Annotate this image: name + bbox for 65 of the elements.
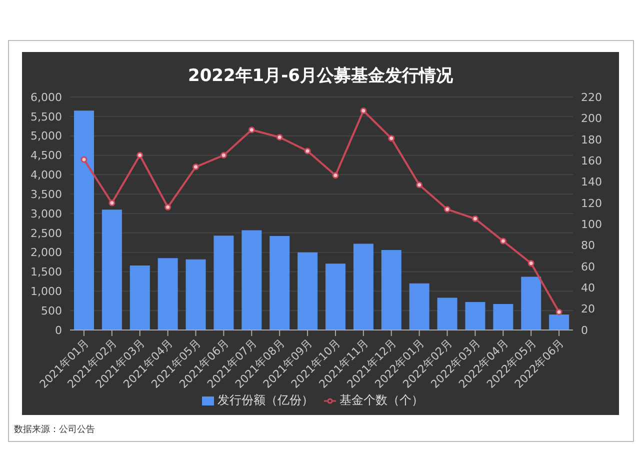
y-tick-label: 1,500 (30, 266, 62, 279)
chart-title: 2022年1月-6月公募基金发行情况 (186, 65, 454, 87)
bar (298, 252, 318, 330)
y2-tick-label: 80 (581, 239, 595, 252)
y2-tick-label: 0 (581, 324, 588, 337)
point (528, 260, 534, 267)
y2-tick-label: 120 (581, 196, 602, 210)
y2-tick-label: 20 (581, 302, 595, 316)
point (248, 126, 255, 134)
bar (353, 244, 374, 330)
y-tick-label: 500 (41, 304, 62, 318)
y2-tick-label: 60 (581, 260, 595, 274)
y2-tick-label: 200 (581, 112, 602, 126)
point (556, 308, 562, 316)
y-tick-label: 5,500 (30, 110, 62, 124)
bar (130, 266, 150, 330)
point (304, 148, 311, 154)
bar (186, 259, 206, 330)
point (136, 152, 144, 158)
y-tick-label: 4,000 (30, 168, 62, 182)
y2-tick-label: 180 (581, 133, 602, 146)
y-tick-label: 4,500 (30, 149, 62, 162)
y2-tick-label: 100 (581, 218, 602, 231)
y2-tick-label: 40 (581, 282, 595, 295)
source-note: 数据来源：公司公告 (14, 424, 95, 436)
y-tick-label: 0 (55, 324, 62, 337)
point (444, 206, 450, 213)
y-tick-label: 3,000 (30, 207, 62, 220)
bar (409, 283, 430, 330)
bar (74, 110, 94, 330)
point (276, 134, 283, 140)
y-tick-label: 6,000 (30, 90, 62, 104)
bar (214, 236, 234, 330)
bar (270, 236, 290, 330)
bar (242, 230, 262, 330)
y-tick-label: 2,500 (30, 226, 62, 240)
legend-label: 基金个数（个） (340, 393, 424, 407)
point (388, 135, 395, 142)
legend-label: 发行份额（亿份） (218, 393, 314, 407)
point (472, 216, 478, 222)
y-tick-label: 1,000 (30, 285, 62, 298)
point (220, 152, 227, 158)
bar (465, 302, 486, 330)
point (332, 172, 339, 179)
bar (326, 264, 346, 330)
y2-tick-label: 140 (581, 176, 602, 189)
point (108, 200, 116, 206)
y2-tick-label: 220 (581, 90, 602, 104)
bar (158, 258, 178, 330)
bar (102, 210, 122, 330)
bar (493, 304, 514, 330)
point (164, 204, 172, 210)
bar (381, 250, 402, 330)
point (500, 238, 506, 244)
point (80, 156, 88, 163)
y2-tick-label: 160 (581, 154, 602, 168)
point (416, 182, 423, 188)
y-tick-label: 2,000 (30, 246, 62, 260)
y-tick-label: 3,500 (30, 188, 62, 201)
bar (521, 276, 542, 330)
bar (549, 314, 570, 330)
point (360, 108, 367, 114)
y-tick-label: 5,000 (30, 130, 62, 143)
point (192, 164, 199, 170)
bar (437, 298, 458, 330)
